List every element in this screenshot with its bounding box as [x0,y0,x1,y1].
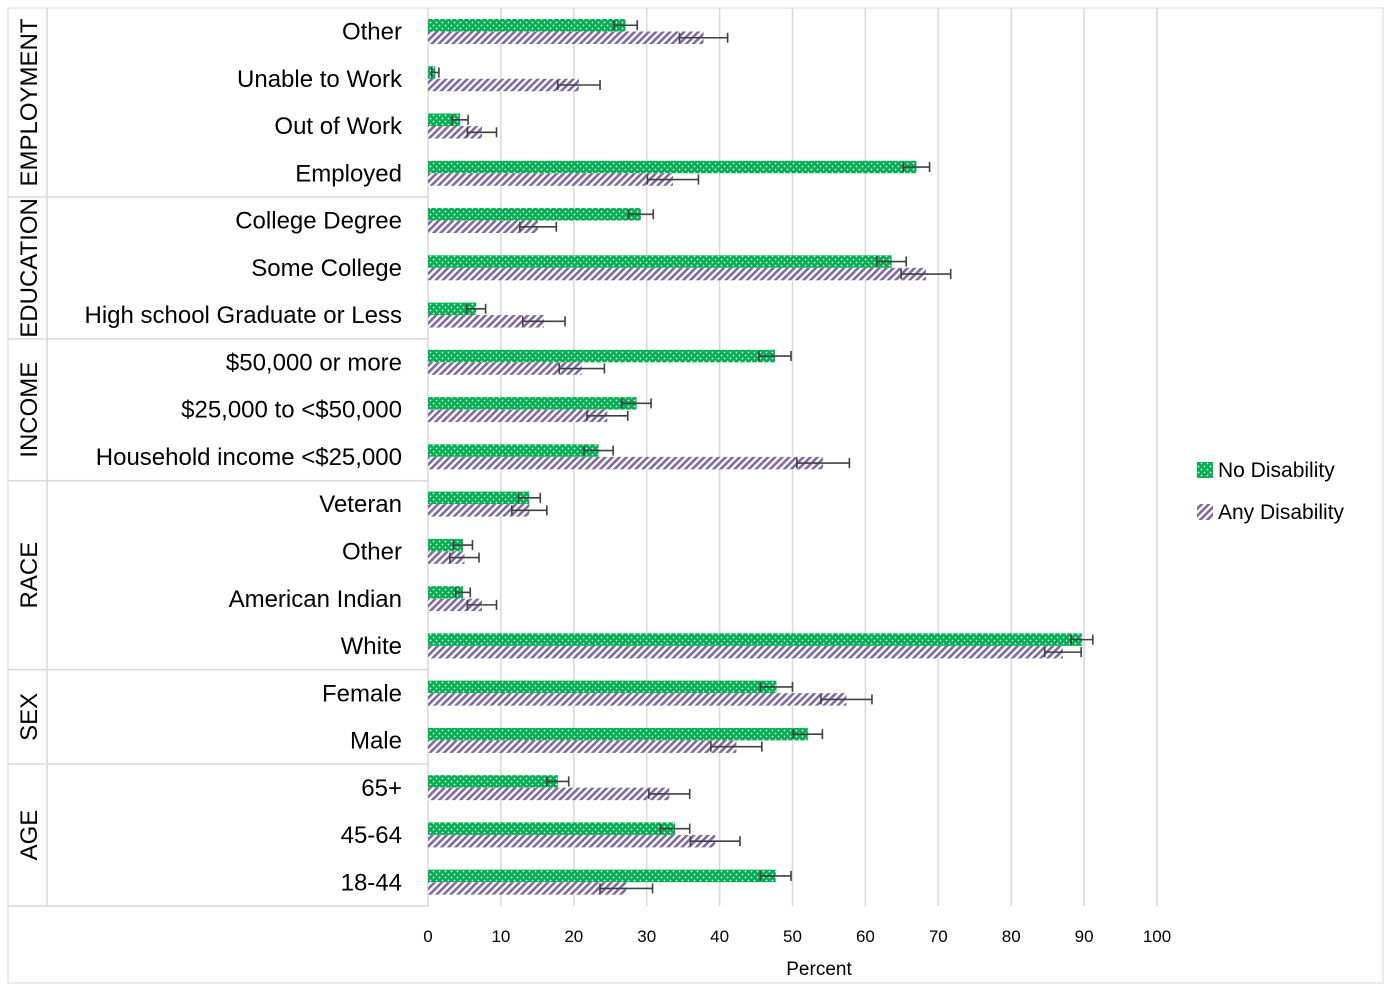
category-label-unable-to-work: Unable to Work [237,66,403,93]
legend: No Disability Any Disability [1197,459,1345,524]
legend-label: Any Disability [1218,501,1345,524]
bar-no-disability-18-44 [428,869,776,883]
bar-no-disability-female [428,680,777,694]
bar-no-disability-high-school-graduate-or-less [428,302,477,316]
category-label-female: Female [322,680,402,707]
bar-no-disability-65 [428,775,558,788]
bar-any-disability-female [428,693,847,706]
bar-no-disability-some-college [428,255,892,268]
series-no-disability [428,19,1094,883]
category-label-white: White [341,633,402,660]
chart-border [7,7,1384,984]
legend-item-no-disability: No Disability [1197,459,1335,482]
x-tick-labels: 0 10 20 30 40 50 60 70 80 90 100 [423,927,1171,946]
category-label-other: Other [342,538,402,565]
bar-any-disability-50-000-or-more [428,362,582,375]
group-label-sex: SEX [16,693,43,741]
x-tick-70: 70 [929,927,948,946]
bar-any-disability-unable-to-work [428,78,579,92]
category-label-college-degree: College Degree [235,208,402,235]
category-label-other: Other [342,19,402,46]
bar-no-disability-white [428,633,1082,646]
bar-any-disability-other [428,31,704,44]
legend-swatch [1197,504,1213,520]
bar-any-disability-25-000-to-50-000 [428,409,608,423]
category-label-male: Male [350,728,402,755]
group-label-employment: EMPLOYMENT [16,18,43,186]
gridlines [500,8,1158,906]
x-tick-10: 10 [491,927,510,946]
x-tick-100: 100 [1143,927,1171,946]
bar-any-disability-other [428,551,465,564]
bar-no-disability-college-degree [428,208,641,221]
group-label-income: INCOME [16,362,43,458]
legend-item-any-disability: Any Disability [1197,501,1345,524]
bar-no-disability-employed [428,160,917,174]
bar-no-disability-45-64 [428,822,676,835]
bar-no-disability-other [428,19,626,32]
bars [428,19,1094,895]
x-tick-90: 90 [1075,927,1094,946]
x-tick-60: 60 [856,927,875,946]
bar-any-disability-employed [428,173,673,186]
bar-no-disability-25-000-to-50-000 [428,397,637,410]
bar-any-disability-some-college [428,267,926,281]
bar-any-disability-18-44 [428,882,627,895]
series-any-disability [428,31,1082,895]
category-label-employed: Employed [295,160,402,187]
category-label-american-indian: American Indian [229,586,402,613]
group-labels: EMPLOYMENT EDUCATION INCOME RACE SEX AGE [8,8,428,906]
bar-any-disability-college-degree [428,220,539,234]
category-label-18-44: 18-44 [341,869,402,896]
category-label-veteran: Veteran [319,491,402,518]
legend-swatch [1197,462,1213,478]
bar-any-disability-american-indian [428,598,482,612]
bar-any-disability-household-income-25-000 [428,456,824,470]
bar-no-disability-male [428,727,808,741]
category-label-high-school-graduate-or-less: High school Graduate or Less [84,302,402,329]
bar-no-disability-50-000-or-more [428,349,776,363]
x-tick-40: 40 [710,927,729,946]
x-axis-title: Percent [786,959,852,980]
bar-no-disability-household-income-25-000 [428,444,599,457]
category-label-65: 65+ [361,775,402,802]
x-tick-80: 80 [1002,927,1021,946]
category-label-some-college: Some College [251,255,402,282]
bar-any-disability-veteran [428,504,530,517]
category-label-45-64: 45-64 [341,822,402,849]
x-tick-0: 0 [423,927,432,946]
group-label-race: RACE [16,542,43,609]
legend-label: No Disability [1218,459,1335,482]
bar-any-disability-65 [428,787,670,801]
x-tick-50: 50 [783,927,802,946]
group-label-education: EDUCATION [16,198,43,338]
x-tick-20: 20 [564,927,583,946]
category-label-50-000-or-more: $50,000 or more [226,349,402,376]
category-label-household-income-25-000: Household income <$25,000 [96,444,402,471]
bar-any-disability-male [428,740,737,753]
category-label-out-of-work: Out of Work [274,113,403,140]
category-labels: Other Unable to Work Out of Work Employed Co… [84,19,403,897]
category-label-25-000-to-50-000: $25,000 to <$50,000 [181,397,402,424]
group-label-age: AGE [16,810,43,861]
bar-any-disability-45-64 [428,834,716,848]
bar-any-disability-white [428,645,1063,659]
x-tick-30: 30 [637,927,656,946]
bar-no-disability-american-indian [428,586,463,599]
bar-no-disability-veteran [428,491,530,505]
bar-any-disability-out-of-work [428,126,482,139]
bar-any-disability-high-school-graduate-or-less [428,315,544,328]
